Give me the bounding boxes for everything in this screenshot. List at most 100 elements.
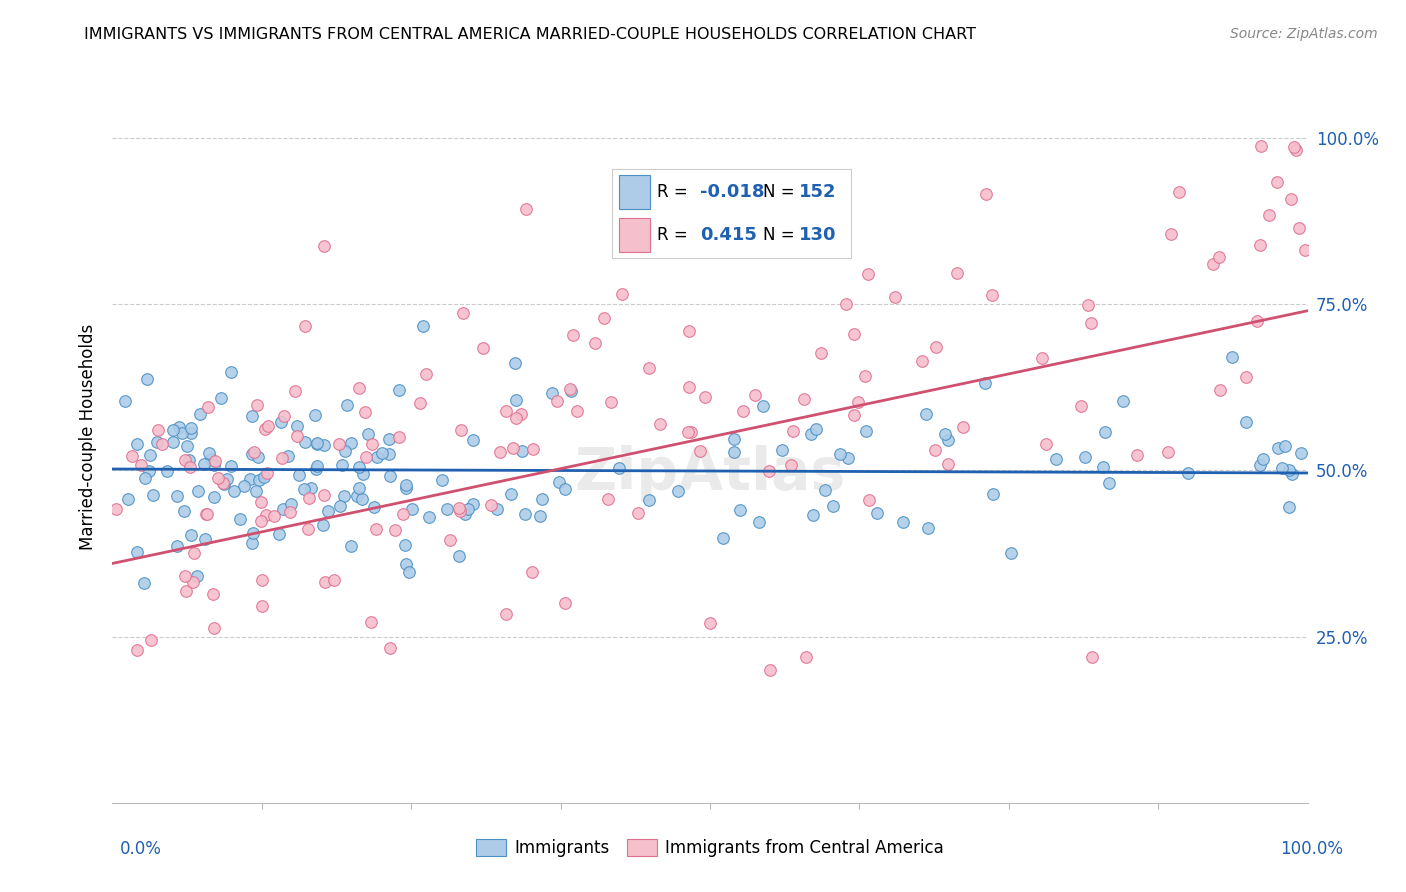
Point — [263, 509, 285, 524]
Point — [934, 427, 956, 442]
Point — [299, 481, 322, 495]
Point — [176, 439, 198, 453]
Point — [598, 491, 620, 506]
Point — [179, 453, 201, 467]
Point — [180, 426, 202, 441]
Point — [179, 459, 201, 474]
Point — [505, 393, 527, 408]
Point — [638, 492, 661, 507]
Point — [804, 422, 827, 436]
Point — [394, 557, 416, 571]
Point — [174, 584, 197, 599]
Point — [242, 525, 264, 540]
Point — [1220, 350, 1243, 364]
Point — [240, 409, 263, 424]
Point — [285, 429, 308, 443]
Point — [1091, 459, 1114, 474]
Point — [952, 420, 974, 434]
Point — [283, 384, 305, 399]
Point — [349, 381, 371, 395]
Point — [173, 503, 195, 517]
Point — [167, 420, 190, 434]
Point — [759, 663, 782, 677]
Point — [1202, 257, 1225, 271]
Point — [117, 492, 139, 507]
Point — [250, 495, 273, 509]
Point — [292, 482, 315, 496]
Point — [229, 512, 252, 526]
Point — [346, 489, 368, 503]
Point — [439, 533, 461, 548]
Point — [583, 336, 606, 351]
Point — [380, 640, 402, 655]
Point — [195, 507, 218, 521]
Point — [412, 318, 434, 333]
Point — [186, 568, 208, 582]
Point — [138, 464, 160, 478]
Point — [194, 507, 217, 521]
Point — [1177, 466, 1199, 480]
Point — [837, 451, 859, 466]
Point — [1271, 460, 1294, 475]
Point — [865, 506, 887, 520]
Point — [481, 498, 503, 512]
Point — [925, 340, 948, 354]
Point — [974, 186, 997, 201]
Point — [844, 326, 866, 341]
Point — [1285, 143, 1308, 157]
Point — [280, 497, 302, 511]
Text: R =: R = — [657, 226, 699, 244]
Point — [855, 424, 877, 438]
Point — [1077, 298, 1099, 312]
Point — [401, 501, 423, 516]
Point — [562, 328, 585, 343]
Point — [980, 287, 1002, 301]
Point — [793, 392, 815, 407]
Point — [503, 356, 526, 370]
Point — [1250, 138, 1272, 153]
Point — [814, 483, 837, 498]
Point — [353, 405, 375, 419]
Point — [305, 459, 328, 474]
Point — [981, 487, 1004, 501]
Point — [340, 540, 363, 554]
Point — [699, 616, 721, 631]
Point — [471, 341, 494, 355]
Point — [180, 421, 202, 435]
Point — [347, 481, 370, 495]
Point — [607, 461, 630, 475]
Point — [207, 470, 229, 484]
Point — [449, 500, 471, 515]
Point — [744, 387, 766, 401]
Text: 0.0%: 0.0% — [120, 840, 162, 858]
Point — [1278, 500, 1301, 515]
Point — [770, 443, 793, 458]
Point — [219, 365, 242, 379]
Point — [1160, 227, 1182, 241]
Point — [610, 287, 633, 301]
Point — [779, 458, 801, 472]
Point — [1265, 175, 1288, 189]
Point — [312, 518, 335, 533]
Point — [267, 526, 290, 541]
Point — [495, 607, 517, 622]
Point — [911, 353, 934, 368]
Point — [1279, 193, 1302, 207]
Point — [1278, 463, 1301, 477]
Point — [1288, 221, 1310, 235]
Point — [627, 507, 650, 521]
Bar — [619, 218, 650, 252]
Point — [247, 450, 270, 464]
Point — [347, 459, 370, 474]
Point — [217, 472, 239, 486]
Point — [548, 475, 571, 489]
Point — [678, 425, 700, 439]
Point — [366, 450, 388, 464]
Point — [200, 452, 222, 467]
Point — [304, 409, 326, 423]
Text: R =: R = — [657, 183, 693, 201]
Text: -0.018: -0.018 — [700, 183, 765, 201]
Point — [288, 467, 311, 482]
Point — [162, 434, 184, 449]
Point — [457, 502, 479, 516]
